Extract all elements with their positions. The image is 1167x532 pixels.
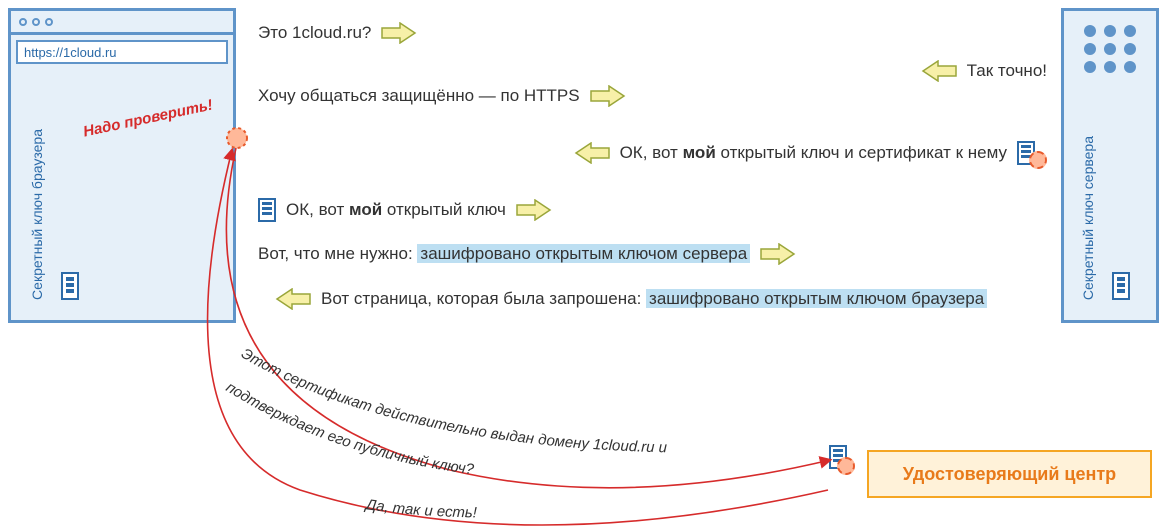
msg-text: ОК, вот мой открытый ключ [286, 200, 506, 220]
certificate-authority: Удостоверяющий центр [867, 450, 1152, 498]
certificate-icon [258, 198, 276, 222]
msg-row: Это 1cloud.ru? [258, 22, 417, 44]
address-bar: https://1cloud.ru [16, 40, 228, 64]
window-dot-icon [45, 18, 53, 26]
arrow-left-icon [275, 288, 311, 310]
svg-text:Да, так и есть!: Да, так и есть! [363, 496, 478, 521]
arrow-right-icon [516, 199, 552, 221]
svg-text:Этот сертификат действительно: Этот сертификат действительно выдан доме… [238, 345, 668, 456]
msg-row: ОК, вот мой открытый ключ [258, 198, 552, 222]
server-grid-icon [1064, 25, 1156, 73]
msg-text: ОК, вот мой открытый ключ и сертификат к… [620, 143, 1007, 163]
msg-text: Хочу общаться защищённо — по HTTPS [258, 86, 580, 106]
window-dot-icon [19, 18, 27, 26]
arrow-left-icon [574, 142, 610, 164]
msg-row: Вот, что мне нужно: зашифровано открытым… [258, 243, 796, 265]
seal-icon [837, 457, 855, 475]
msg-row: Хочу общаться защищённо — по HTTPS [258, 85, 626, 107]
window-dot-icon [32, 18, 40, 26]
arrow-right-icon [381, 22, 417, 44]
msg-text: Вот, что мне нужно: зашифровано открытым… [258, 244, 750, 264]
browser-window: https://1cloud.ru Секретный ключ браузер… [8, 8, 236, 323]
ca-certificate-icon [829, 445, 855, 469]
server-key-label: Секретный ключ сервера [1080, 136, 1097, 300]
arrow-left-icon [921, 60, 957, 82]
msg-text: Так точно! [967, 61, 1047, 81]
msg-row: Вот страница, которая была запрошена: за… [275, 288, 987, 310]
msg-row: Так точно! [921, 60, 1047, 82]
arrow-right-icon [760, 243, 796, 265]
server-box: Секретный ключ сервера [1061, 8, 1159, 323]
msg-text: Вот страница, которая была запрошена: за… [321, 289, 987, 309]
arrow-right-icon [590, 85, 626, 107]
msg-text: Это 1cloud.ru? [258, 23, 371, 43]
browser-titlebar [11, 11, 233, 35]
svg-text:подтверждает его публичный клю: подтверждает его публичный ключ? [223, 379, 476, 479]
key-icon [1112, 272, 1130, 300]
seal-icon [1029, 151, 1047, 169]
browser-key-label: Секретный ключ браузера [29, 129, 46, 300]
msg-row: ОК, вот мой открытый ключ и сертификат к… [574, 137, 1047, 169]
key-icon [61, 272, 79, 300]
